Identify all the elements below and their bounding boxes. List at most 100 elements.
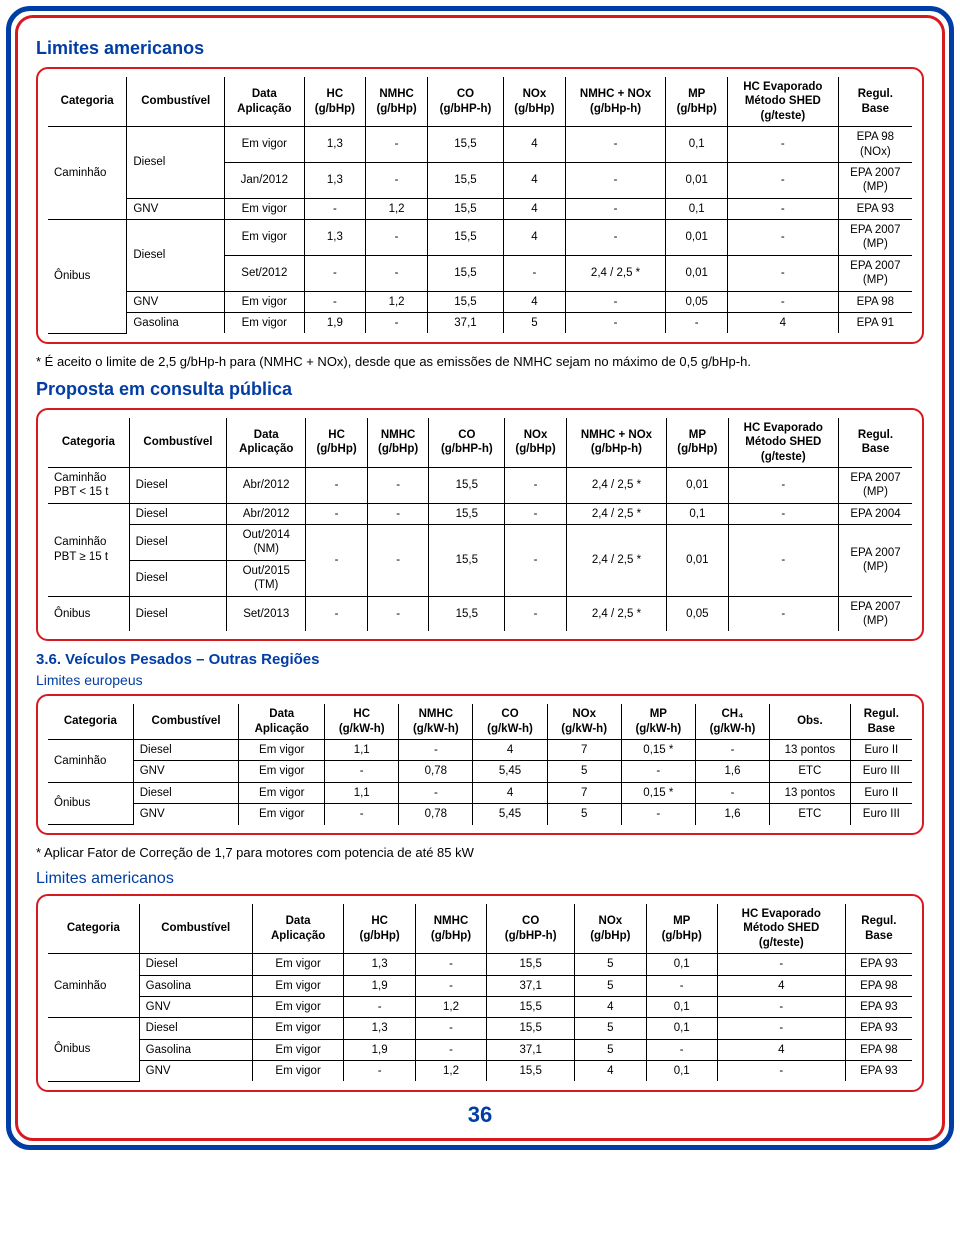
table2-header-row: Categoria Combustível DataAplicação HC(g…	[48, 418, 912, 468]
t2-cat1: CaminhãoPBT < 15 t	[48, 467, 129, 503]
t4-h2: DataAplicação	[252, 904, 344, 954]
table-row: GNV Em vigor - 0,78 5,45 5 - 1,6 ETC Eur…	[48, 761, 912, 782]
cell: GNV	[139, 1061, 252, 1082]
t2-h10: Regul.Base	[838, 418, 912, 468]
cell: -	[695, 740, 769, 761]
cell: 1,2	[415, 1061, 486, 1082]
cell: -	[344, 1061, 415, 1082]
cell: 0,1	[666, 198, 728, 219]
cell: Gasolina	[139, 975, 252, 996]
cell: -	[304, 198, 366, 219]
cell: Diesel	[129, 596, 227, 631]
cell: 0,01	[666, 220, 728, 256]
cell: -	[505, 503, 567, 524]
t2-h8: MP(g/bHp)	[667, 418, 729, 468]
t1-cat1: Caminhão	[48, 127, 127, 220]
cell: 0,05	[667, 596, 729, 631]
cell: 15,5	[427, 198, 503, 219]
t2-h5: CO(g/bHP-h)	[429, 418, 505, 468]
t3-h1: Combustível	[133, 704, 239, 739]
cell: 1,3	[304, 127, 366, 163]
t3-h7: MP(g/kW-h)	[621, 704, 695, 739]
cell: 2,4 / 2,5 *	[566, 467, 666, 503]
section1-title: Limites americanos	[36, 38, 924, 59]
cell: 13 pontos	[770, 782, 851, 803]
t3-h8: CH₄(g/kW-h)	[695, 704, 769, 739]
table-row: GNV Em vigor - 1,2 15,5 4 - 0,1 - EPA 93	[48, 198, 912, 219]
cell: -	[728, 525, 838, 597]
t2-h2: DataAplicação	[227, 418, 306, 468]
cell: 7	[547, 740, 621, 761]
cell: 5	[575, 1018, 646, 1039]
t4-cat2: Ônibus	[48, 1018, 139, 1082]
cell: -	[367, 503, 429, 524]
table-row: CaminhãoPBT < 15 t Diesel Abr/2012 - - 1…	[48, 467, 912, 503]
cell: Em vigor	[239, 782, 325, 803]
cell: -	[325, 804, 399, 825]
cell: -	[399, 740, 473, 761]
table3: Categoria Combustível DataAplicação HC(g…	[48, 704, 912, 825]
cell: -	[344, 996, 415, 1017]
cell: -	[728, 255, 839, 291]
t1-cat2: Ônibus	[48, 220, 127, 334]
cell: Em vigor	[239, 761, 325, 782]
cell: -	[621, 761, 695, 782]
t2-cat2: CaminhãoPBT ≥ 15 t	[48, 503, 129, 596]
cell: Em vigor	[225, 198, 304, 219]
cell: 0,15 *	[621, 740, 695, 761]
cell: -	[717, 954, 845, 975]
t1-fuel6: GNV	[127, 291, 225, 312]
cell: 4	[504, 291, 566, 312]
t2-h1: Combustível	[129, 418, 227, 468]
t3-cat2: Ônibus	[48, 782, 133, 824]
cell: 0,01	[667, 467, 729, 503]
cell: Diesel	[139, 954, 252, 975]
cell: 1,2	[415, 996, 486, 1017]
table2-frame: Categoria Combustível DataAplicação HC(g…	[36, 408, 924, 642]
cell: -	[728, 467, 838, 503]
cell: Em vigor	[252, 996, 344, 1017]
table2: Categoria Combustível DataAplicação HC(g…	[48, 418, 912, 632]
cell: -	[728, 127, 839, 163]
cell: EPA 2007(MP)	[838, 255, 912, 291]
inner-frame: Limites americanos Categoria Combustível…	[15, 15, 945, 1141]
cell: EPA 91	[838, 312, 912, 333]
cell: Out/2015(TM)	[227, 560, 306, 596]
t1-h10: Regul.Base	[838, 77, 912, 127]
cell: EPA 93	[845, 1061, 912, 1082]
table-row: GNV Em vigor - 1,2 15,5 4 0,1 - EPA 93	[48, 1061, 912, 1082]
table-row: Gasolina Em vigor 1,9 - 37,1 5 - - 4 EPA…	[48, 312, 912, 333]
t1-h1: Combustível	[127, 77, 225, 127]
cell: -	[646, 1039, 717, 1060]
t2-cat5: Ônibus	[48, 596, 129, 631]
cell: -	[304, 291, 366, 312]
cell: -	[399, 782, 473, 803]
cell: -	[325, 761, 399, 782]
cell: -	[728, 291, 839, 312]
cell: 4	[473, 740, 547, 761]
cell: 37,1	[427, 312, 503, 333]
cell: Em vigor	[239, 804, 325, 825]
cell: -	[565, 162, 666, 198]
table-row: Caminhão Diesel Em vigor 1,3 - 15,5 5 0,…	[48, 954, 912, 975]
table-row: GNV Em vigor - 1,2 15,5 4 - 0,05 - EPA 9…	[48, 291, 912, 312]
cell: -	[306, 467, 368, 503]
cell: Set/2012	[225, 255, 304, 291]
table4-header-row: Categoria Combustível DataAplicação HC(g…	[48, 904, 912, 954]
cell: Out/2014(NM)	[227, 525, 306, 561]
t2-h3: HC(g/bHp)	[306, 418, 368, 468]
cell: 1,9	[344, 975, 415, 996]
cell: 5	[547, 761, 621, 782]
section3-subtitle: Limites europeus	[36, 672, 924, 688]
t4-h3: HC(g/bHp)	[344, 904, 415, 954]
cell: EPA 2007(MP)	[838, 162, 912, 198]
cell: 15,5	[427, 127, 503, 163]
cell: Set/2013	[227, 596, 306, 631]
cell: Euro III	[850, 761, 912, 782]
cell: -	[621, 804, 695, 825]
t4-h6: NOx(g/bHp)	[575, 904, 646, 954]
cell: Em vigor	[252, 1039, 344, 1060]
cell: 0,1	[646, 954, 717, 975]
cell: 4	[728, 312, 839, 333]
cell: Euro III	[850, 804, 912, 825]
